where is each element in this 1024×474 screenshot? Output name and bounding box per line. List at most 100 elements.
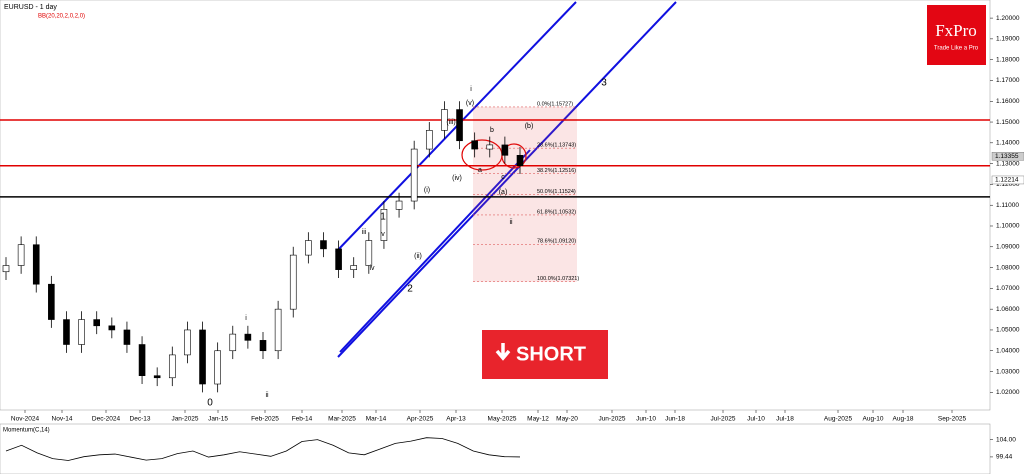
wave-label: b (490, 127, 494, 134)
x-tick-label: May-2025 (488, 416, 517, 423)
candle-body (289, 254, 297, 310)
candle-body (168, 354, 176, 379)
x-tick-label: Jun-10 (636, 416, 656, 423)
candle-body (380, 209, 388, 241)
y-tick-label: 1.12000 (996, 181, 1020, 188)
indicator-label: BB(20,20,2,0,2,0) (38, 14, 85, 20)
y-tick-label: 1.16000 (996, 98, 1020, 105)
wave-label: 1 (380, 212, 386, 223)
momentum-line (5, 437, 521, 461)
wave-label: (iii) (446, 119, 455, 126)
y-tick-label: 1.11000 (996, 202, 1019, 209)
y-tick-label: 1.05000 (996, 327, 1020, 334)
x-tick-label: Mar-14 (366, 416, 387, 423)
candle-body (425, 130, 433, 150)
candle-body (365, 240, 373, 266)
x-tick-label: Feb-2025 (251, 416, 279, 423)
x-tick-label: May-12 (527, 416, 549, 423)
candle-body (274, 308, 282, 352)
wave-label: 0 (207, 398, 213, 409)
y-tick-label: 1.15000 (996, 119, 1020, 126)
wave-label: ii (509, 219, 513, 226)
y-tick-label: 1.02000 (996, 389, 1020, 396)
candle-body (93, 319, 101, 327)
y-tick-label: 1.17000 (996, 77, 1020, 84)
candle-body (244, 333, 252, 341)
channel-line (335, 1, 577, 253)
wave-label: i (245, 315, 247, 322)
wave-label: i (470, 86, 472, 93)
wave-label: (iv) (452, 175, 462, 182)
y-tick-label: 1.08000 (996, 264, 1020, 271)
candle-body (199, 329, 206, 385)
candle-body (153, 375, 161, 379)
candle-body (184, 329, 191, 356)
candle-body (2, 265, 10, 273)
candle-body (138, 344, 146, 376)
x-tick-label: May-20 (556, 416, 578, 423)
price-tag (991, 175, 1024, 185)
candle-body (410, 148, 418, 202)
wave-label: 3 (601, 78, 607, 89)
x-tick-label: Nov-14 (52, 416, 73, 423)
x-tick-label: Jan-2025 (171, 416, 198, 423)
fib-label: 61.8%(1.10532) (537, 209, 576, 215)
price-tag-label: 1.12214 (995, 177, 1019, 184)
fib-label: 38.2%(1.12516) (537, 168, 576, 174)
x-tick-label: Dec-2024 (92, 416, 121, 423)
arrow-icon (495, 343, 511, 361)
candle-body (320, 240, 327, 250)
candle-body (214, 350, 221, 385)
logo: FxPro (935, 21, 977, 40)
candle-body (471, 140, 478, 150)
chart-title: EURUSD - 1 day (4, 4, 57, 11)
candle-body (350, 265, 358, 270)
y-tick-label: 1.13000 (996, 160, 1020, 167)
price-tag (991, 152, 1024, 161)
x-tick-label: Jul-18 (776, 416, 794, 423)
logo-box (927, 5, 986, 65)
x-tick-label: Jan-15 (208, 416, 228, 423)
candle-body (108, 325, 116, 331)
momentum-panel (0, 423, 991, 474)
tagline: Trade Like a Pro (934, 46, 979, 52)
candle-body (78, 319, 85, 345)
candle-body (395, 200, 403, 210)
wave-label: (ii) (414, 253, 422, 260)
x-tick-label: Apr-2025 (407, 416, 434, 423)
momentum-tick-label: 99.44 (996, 454, 1013, 461)
y-tick-label: 1.04000 (996, 347, 1020, 354)
candle-body (63, 319, 70, 345)
channel-line (339, 149, 531, 353)
x-tick-label: Jun-2025 (598, 416, 625, 423)
highlight-circle (501, 143, 527, 169)
channel-line (337, 1, 677, 358)
y-tick-label: 1.03000 (996, 368, 1020, 375)
x-tick-label: Dec-13 (130, 416, 151, 423)
candle-body (441, 109, 448, 131)
x-tick-label: Aug-10 (863, 416, 884, 423)
candle-body (335, 248, 342, 270)
x-tick-label: Mar-2025 (328, 416, 356, 423)
fib-label: 23.6%(1.13743) (537, 143, 576, 149)
y-tick-label: 1.09000 (996, 244, 1020, 251)
x-tick-label: Apr-13 (446, 416, 466, 423)
wave-label: 2 (407, 284, 413, 295)
candle-body (305, 240, 312, 256)
candle-body (229, 333, 237, 352)
x-tick-label: Feb-14 (292, 416, 313, 423)
candle-body (501, 144, 509, 156)
candle-body (17, 244, 25, 266)
x-tick-label: Jun-18 (665, 416, 685, 423)
wave-label: iv (369, 265, 375, 272)
candle-body (486, 144, 494, 150)
wave-label: v (381, 231, 385, 238)
momentum-title: Momentum(C,14) (3, 428, 50, 434)
y-tick-label: 1.06000 (996, 306, 1020, 313)
price-tag-label: 1.13355 (995, 153, 1019, 160)
y-tick-label: 1.14000 (996, 140, 1020, 147)
y-tick-label: 1.07000 (996, 285, 1020, 292)
y-tick-label: 1.18000 (996, 56, 1020, 63)
